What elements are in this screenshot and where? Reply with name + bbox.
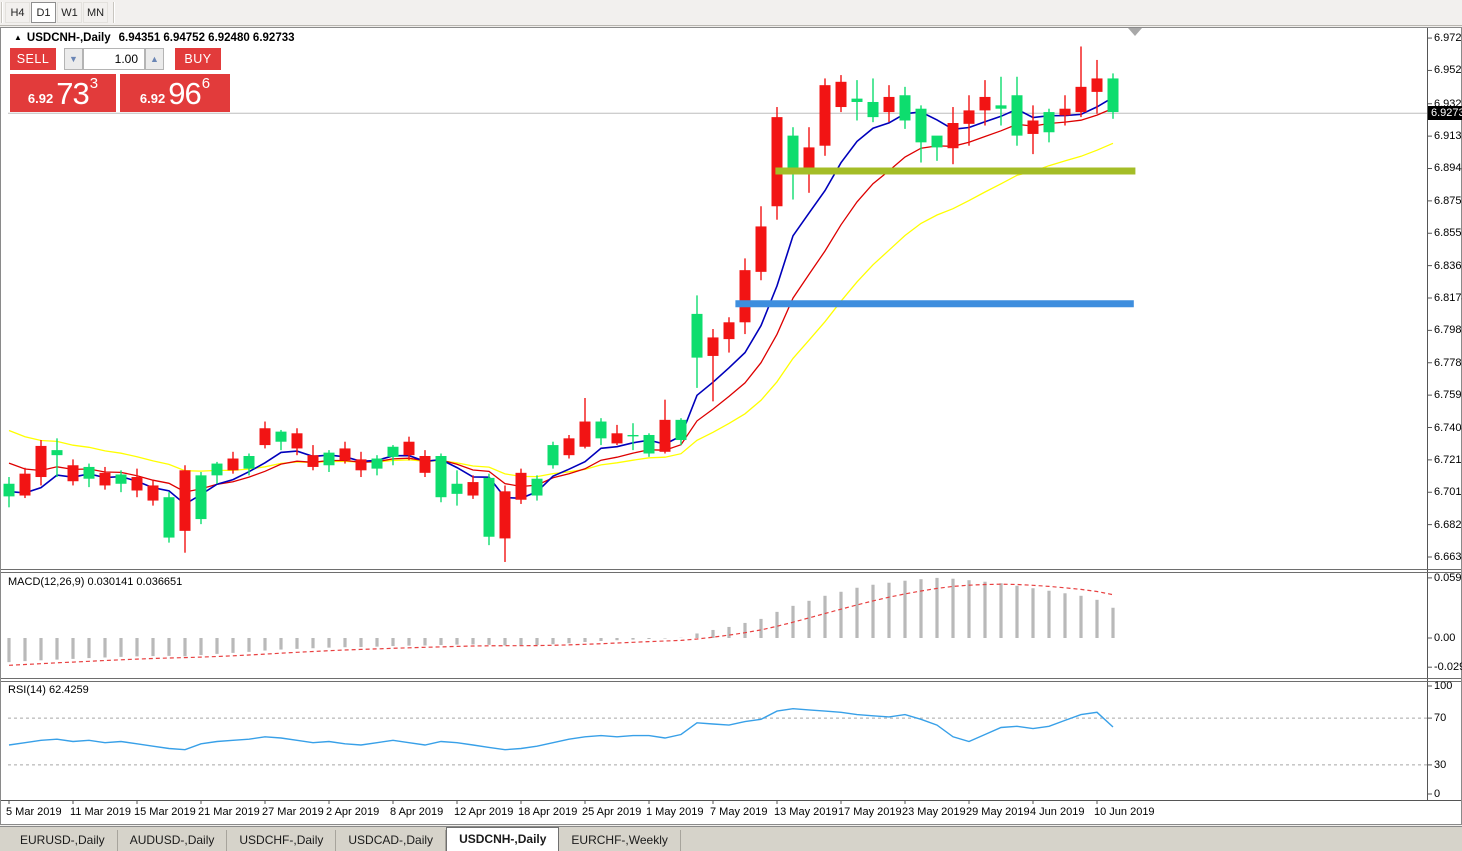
tab-usdcnh-daily[interactable]: USDCNH-,Daily — [446, 827, 560, 851]
price-axis-label: 6.95275 — [1434, 64, 1462, 77]
price-axis-label: 6.89445 — [1434, 162, 1462, 175]
date-axis-label: 21 Mar 2019 — [198, 806, 260, 818]
candles-layer — [3, 46, 1119, 562]
price-axis-label: 6.83670 — [1434, 259, 1462, 272]
macd-axis-label: 0.00 — [1434, 632, 1456, 644]
price-axis-label: 6.87520 — [1434, 194, 1462, 207]
sell-price-button[interactable]: 6.92 73 3 — [10, 74, 116, 112]
rsi-axis-label: 30 — [1434, 758, 1447, 771]
buy-price-button[interactable]: 6.92 96 6 — [120, 74, 230, 112]
tab-usdcad-daily[interactable]: USDCAD-,Daily — [336, 830, 447, 851]
timeframe-toolbar: H4 D1 W1 MN — [0, 0, 1462, 26]
macd-axis-label: 0.0598 — [1434, 571, 1462, 584]
chart-shift-marker-icon[interactable] — [1128, 28, 1142, 36]
trendlines — [735, 167, 1136, 308]
timeframe-button-d1[interactable]: D1 — [31, 2, 56, 23]
rsi-pane — [8, 707, 1427, 766]
chart-ohlc-values: 6.94351 6.94752 6.92480 6.92733 — [118, 32, 295, 44]
date-axis-label: 11 Mar 2019 — [70, 806, 131, 818]
collapse-panel-icon[interactable]: ▲ — [14, 33, 22, 42]
date-axis-label: 29 May 2019 — [966, 806, 1030, 818]
date-axis-label: 8 Apr 2019 — [390, 806, 444, 818]
timeframe-button-h4[interactable]: H4 — [5, 2, 30, 23]
price-axis-label: 6.68270 — [1434, 518, 1462, 531]
date-axis-label: 18 Apr 2019 — [518, 806, 578, 818]
macd-pane — [7, 577, 1115, 666]
rsi-indicator-label: RSI(14) 62.4259 — [8, 684, 89, 696]
date-axis-label: 7 May 2019 — [710, 806, 768, 818]
tab-usdchf-daily[interactable]: USDCHF-,Daily — [227, 830, 337, 851]
chart-frame — [1, 28, 1461, 804]
price-axis-label: 6.66345 — [1434, 551, 1462, 563]
date-axis-label: 4 Jun 2019 — [1030, 806, 1085, 818]
price-axis-label: 6.72120 — [1434, 453, 1462, 466]
date-axis-label: 13 May 2019 — [774, 806, 838, 818]
price-axis-label: 6.75970 — [1434, 389, 1462, 402]
chart-title: ▲ USDCNH-,Daily 6.94351 6.94752 6.92480 6.… — [14, 32, 295, 44]
macd-indicator-label: MACD(12,26,9) 0.030141 0.036651 — [8, 576, 183, 588]
date-axis-label: 1 May 2019 — [646, 806, 704, 818]
date-axis-label: 27 Mar 2019 — [262, 806, 324, 818]
volume-input[interactable]: 1.00 — [83, 48, 145, 70]
toolbar-groove — [113, 2, 115, 23]
date-axis-label: 23 May 2019 — [902, 806, 966, 818]
date-axis-label: 17 May 2019 — [838, 806, 902, 818]
price-axis-label: 6.91370 — [1434, 130, 1462, 143]
one-click-trading-panel: SELL ▼ 1.00 ▲ BUY 6.92 73 3 6.92 96 6 — [10, 48, 230, 112]
sell-button[interactable]: SELL — [10, 48, 56, 70]
moving-average-lines — [8, 96, 1114, 506]
buy-button[interactable]: BUY — [175, 48, 221, 70]
buy-price-sup: 6 — [201, 75, 211, 92]
chart-symbol-label: USDCNH-,Daily — [26, 32, 111, 44]
date-axis-label: 15 Mar 2019 — [134, 806, 196, 818]
date-axis-label: 12 Apr 2019 — [454, 806, 514, 818]
price-axis-label: 6.97200 — [1434, 32, 1462, 45]
rsi-axis-label: 0 — [1434, 788, 1441, 800]
price-axis-label: 6.74045 — [1434, 421, 1462, 434]
buy-price-big: 96 — [168, 76, 201, 111]
sell-price-prefix: 6.92 — [27, 91, 54, 106]
volume-increase-button[interactable]: ▲ — [145, 48, 164, 70]
chart-window — [0, 27, 1462, 825]
price-axis-label: 6.70195 — [1434, 486, 1462, 499]
date-axis-label: 25 Apr 2019 — [582, 806, 642, 818]
tab-eurchf-weekly[interactable]: EURCHF-,Weekly — [559, 830, 681, 851]
date-axis-label: 2 Apr 2019 — [326, 806, 380, 818]
sell-price-sup: 3 — [89, 75, 99, 92]
chart-tab-bar: EURUSD-,Daily AUDUSD-,Daily USDCHF-,Dail… — [0, 826, 1462, 851]
date-axis-label: 10 Jun 2019 — [1094, 806, 1155, 818]
price-axis-label: 6.77895 — [1434, 356, 1462, 369]
price-axis-current-badge: 6.92733 — [1428, 106, 1462, 121]
sell-price-big: 73 — [56, 76, 89, 111]
rsi-axis-label: 70 — [1434, 712, 1447, 725]
tab-audusd-daily[interactable]: AUDUSD-,Daily — [118, 830, 228, 851]
buy-price-prefix: 6.92 — [139, 91, 166, 106]
toolbar-groove — [1, 2, 3, 23]
timeframe-button-w1[interactable]: W1 — [57, 2, 82, 23]
price-axis-label: 6.81745 — [1434, 292, 1462, 304]
date-axis-label: 5 Mar 2019 — [6, 806, 62, 818]
rsi-axis-label: 100 — [1434, 680, 1453, 692]
tab-eurusd-daily[interactable]: EURUSD-,Daily — [8, 830, 118, 851]
timeframe-button-mn[interactable]: MN — [83, 2, 108, 23]
volume-decrease-button[interactable]: ▼ — [64, 48, 83, 70]
price-axis-label: 6.85595 — [1434, 227, 1462, 240]
macd-axis-label: -0.029049 — [1434, 661, 1462, 674]
price-axis-label: 6.79820 — [1434, 324, 1462, 337]
